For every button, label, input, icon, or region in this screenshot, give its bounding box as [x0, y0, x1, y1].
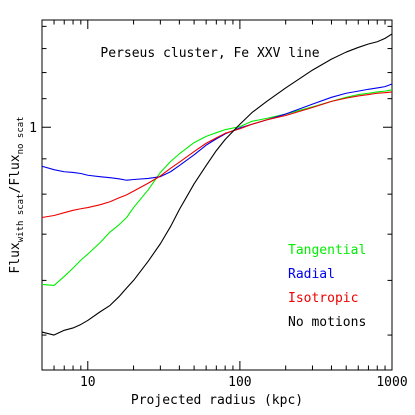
x-tick-label: 1000 — [376, 375, 407, 390]
legend: Tangential Radial Isotropic No motions — [288, 243, 366, 330]
legend-entry-tangential: Tangential — [288, 243, 366, 258]
series-line-no-motions — [41, 33, 393, 336]
y-axis-label-mid: /Flux — [8, 154, 23, 193]
y-tick-label: 1 — [29, 121, 37, 136]
legend-entry-no-motions: No motions — [288, 315, 366, 330]
series-group — [41, 33, 393, 336]
plot-frame — [41, 19, 393, 371]
chart-title: Perseus cluster, Fe XXV line — [100, 46, 319, 61]
y-axis-label: Fluxwith scat/Fluxno scat — [8, 116, 26, 273]
series-line-tangential — [41, 89, 393, 286]
series-line-isotropic — [41, 91, 393, 219]
y-axis-label-sub1: with scat — [16, 193, 26, 242]
legend-entry-radial: Radial — [288, 267, 335, 282]
x-tick-label: 10 — [80, 375, 96, 390]
y-axis-label-sub2: no scat — [16, 116, 26, 154]
legend-entry-isotropic: Isotropic — [288, 291, 358, 306]
x-tick-label: 100 — [228, 375, 251, 390]
axis-ticks: 10 100 1000 1 — [29, 20, 408, 390]
y-axis-label-main: Flux — [8, 242, 23, 273]
series-line-radial — [41, 83, 393, 181]
x-axis-label: Projected radius (kpc) — [131, 393, 303, 408]
